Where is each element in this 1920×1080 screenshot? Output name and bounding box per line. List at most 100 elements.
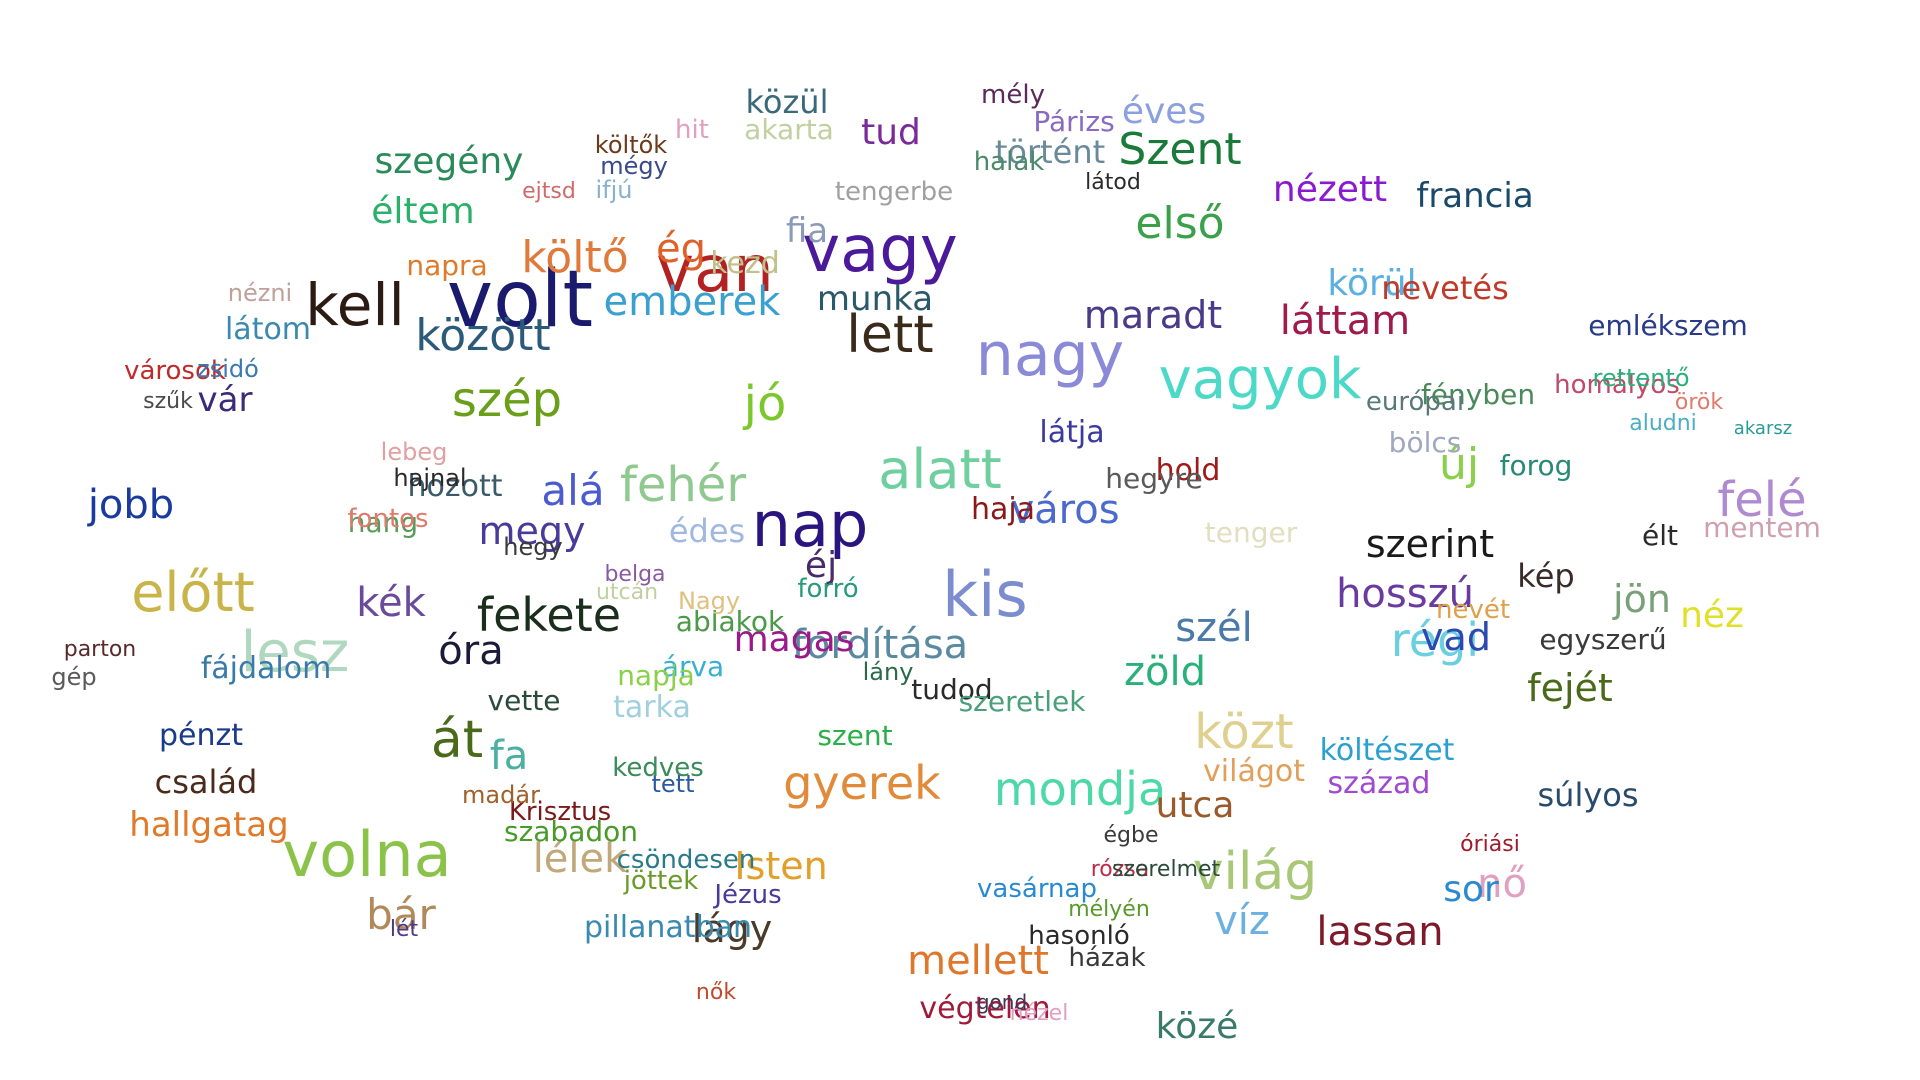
word-cloud-word: fehér xyxy=(619,457,747,513)
word-cloud-word: homályos xyxy=(1554,370,1680,400)
word-cloud-word: élt xyxy=(1642,519,1678,552)
word-cloud-word: város xyxy=(1010,487,1120,533)
word-cloud-word: láttam xyxy=(1279,298,1411,344)
word-cloud-word: költő xyxy=(521,232,629,283)
word-cloud-word: közül xyxy=(745,83,829,121)
word-cloud-word: világot xyxy=(1203,754,1305,789)
word-cloud-word: kell xyxy=(305,271,405,339)
word-cloud-word: lett xyxy=(846,305,934,365)
word-cloud-word: belga xyxy=(604,562,666,587)
word-cloud-word: át xyxy=(430,710,484,770)
word-cloud-word: zöld xyxy=(1124,649,1206,695)
word-cloud-word: tett xyxy=(651,770,695,798)
word-cloud-word: rettentő xyxy=(1592,364,1690,392)
word-cloud-word: tenger xyxy=(1204,516,1298,549)
word-cloud-word: hallgatag xyxy=(129,805,289,845)
word-cloud-word: kedves xyxy=(612,753,704,783)
word-cloud-word: emberek xyxy=(603,279,781,325)
word-cloud-word: közt xyxy=(1194,704,1294,760)
word-cloud-word: lány xyxy=(862,658,914,686)
word-cloud-word: hozott xyxy=(407,469,503,504)
word-cloud-word: hit xyxy=(675,115,709,145)
word-cloud-word: akarta xyxy=(744,113,834,146)
word-cloud-word: jobb xyxy=(87,482,175,528)
word-cloud-word: napja xyxy=(617,659,695,692)
word-cloud-word: alá xyxy=(541,466,605,515)
word-cloud-word: vagy xyxy=(802,213,958,287)
word-cloud-word: városok xyxy=(124,356,226,386)
word-cloud-word: forró xyxy=(797,574,859,604)
word-cloud-word: fordítása xyxy=(791,622,969,668)
word-cloud-word: nézett xyxy=(1272,169,1388,210)
word-cloud-word: nézni xyxy=(227,279,293,307)
word-cloud-word: utca xyxy=(1155,785,1235,826)
word-cloud-word: történt xyxy=(994,133,1106,171)
word-cloud-word: gyerek xyxy=(783,756,941,810)
word-cloud-word: bár xyxy=(366,890,436,939)
word-cloud-word: Párizs xyxy=(1033,105,1115,138)
word-cloud-word: árva xyxy=(661,650,725,683)
word-cloud-word: szeretlek xyxy=(958,685,1086,718)
word-cloud-word: szerint xyxy=(1365,522,1495,566)
word-cloud-word: utcán xyxy=(595,580,659,605)
word-cloud-word: mellett xyxy=(907,938,1049,984)
word-cloud-word: kis xyxy=(942,558,1028,631)
word-cloud-word: látod xyxy=(1085,170,1141,195)
word-cloud-word: gép xyxy=(51,663,97,691)
word-cloud-word: óra xyxy=(438,628,504,674)
word-cloud-word: fa xyxy=(489,733,529,779)
word-cloud-word: hegyre xyxy=(1105,462,1203,495)
word-cloud-word: jó xyxy=(743,376,787,432)
word-cloud-word: zsidó xyxy=(197,355,259,383)
word-cloud-word: örök xyxy=(1674,390,1724,415)
word-cloud-word: nap xyxy=(751,488,869,561)
word-cloud-word: vagyok xyxy=(1158,347,1362,412)
word-cloud-word: között xyxy=(415,310,551,361)
word-cloud-word: hasonló xyxy=(1028,921,1130,951)
word-cloud-word: lebeg xyxy=(380,438,448,466)
word-cloud-word: aludni xyxy=(1629,411,1697,436)
word-cloud-word: fejét xyxy=(1527,666,1613,710)
word-cloud-word: nézel xyxy=(1009,1001,1069,1026)
word-cloud-word: nők xyxy=(695,980,737,1005)
word-cloud-word: halak xyxy=(973,147,1045,177)
word-cloud-word: tengerbe xyxy=(834,177,954,207)
word-cloud-word: emlékszem xyxy=(1588,309,1748,342)
word-cloud-word: fényben xyxy=(1420,378,1536,411)
word-cloud-word: jöttek xyxy=(623,866,699,896)
word-cloud-word: lét xyxy=(389,917,419,942)
word-cloud-word: végtelen xyxy=(919,991,1051,1026)
word-cloud-word: Szent xyxy=(1118,124,1242,175)
word-cloud-word: látja xyxy=(1039,415,1105,450)
word-cloud-word: tudod xyxy=(911,673,993,706)
word-cloud-word: mély xyxy=(981,80,1045,110)
word-cloud-word: első xyxy=(1135,198,1225,249)
word-cloud-word: jön xyxy=(1613,577,1671,621)
word-cloud-word: szép xyxy=(451,372,563,428)
word-cloud-word: vár xyxy=(197,380,253,420)
word-cloud-word: pillanatban xyxy=(583,910,753,945)
word-cloud-word: forog xyxy=(1499,449,1573,482)
word-cloud-word: házak xyxy=(1068,943,1146,973)
word-cloud-word: tarka xyxy=(613,690,691,725)
word-cloud-word: égbe xyxy=(1103,823,1159,848)
word-cloud-word: fájdalom xyxy=(200,651,332,686)
word-cloud-word: költészet xyxy=(1319,733,1455,768)
word-cloud-word: Nagy xyxy=(677,587,741,615)
word-cloud-word: csöndesen xyxy=(616,845,756,875)
word-cloud-word: új xyxy=(1438,439,1480,490)
word-cloud-word: szent xyxy=(817,719,893,752)
word-cloud-word: lágy xyxy=(691,907,773,951)
word-cloud-word: ablakok xyxy=(675,605,785,638)
word-cloud-word: hang xyxy=(347,506,419,539)
word-cloud-word: éves xyxy=(1121,91,1207,132)
word-cloud-word: szűk xyxy=(143,389,193,414)
word-cloud-word: óriási xyxy=(1460,832,1520,857)
word-cloud-word: Jézus xyxy=(714,880,782,910)
word-cloud-word: nagy xyxy=(975,320,1125,390)
word-cloud-word: hajnal xyxy=(393,464,467,492)
word-cloud-word: napra xyxy=(406,249,488,282)
word-cloud-word: munka xyxy=(816,279,934,319)
word-cloud-word: gond xyxy=(976,990,1028,1014)
